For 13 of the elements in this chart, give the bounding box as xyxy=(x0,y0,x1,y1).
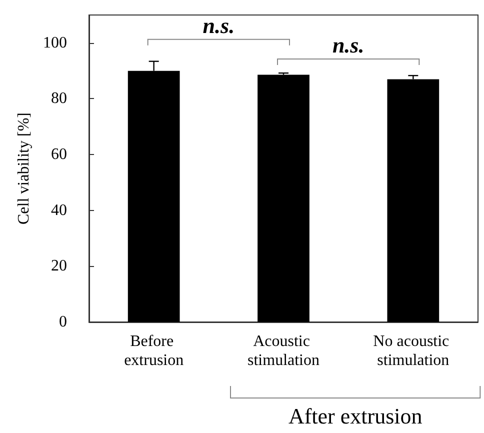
y-tick-label: 0 xyxy=(59,314,67,330)
y-tick-label: 20 xyxy=(51,258,67,275)
annotation: n.s. xyxy=(332,32,364,58)
text: After extrusion xyxy=(288,404,422,428)
y-tick-label: 60 xyxy=(51,146,67,164)
y-axis-title: Cell viability [%] xyxy=(16,112,33,224)
x-tick-label: Acoustic stimulation xyxy=(248,333,320,369)
x-tick-label: No acoustic stimulation xyxy=(373,333,454,369)
y-tick-label: 80 xyxy=(51,90,67,108)
y-tick-label: 100 xyxy=(43,34,67,52)
y-tick-label: 40 xyxy=(51,202,67,219)
x-tick-label: Before extrusion xyxy=(124,333,184,369)
annotation: n.s. xyxy=(202,12,235,38)
